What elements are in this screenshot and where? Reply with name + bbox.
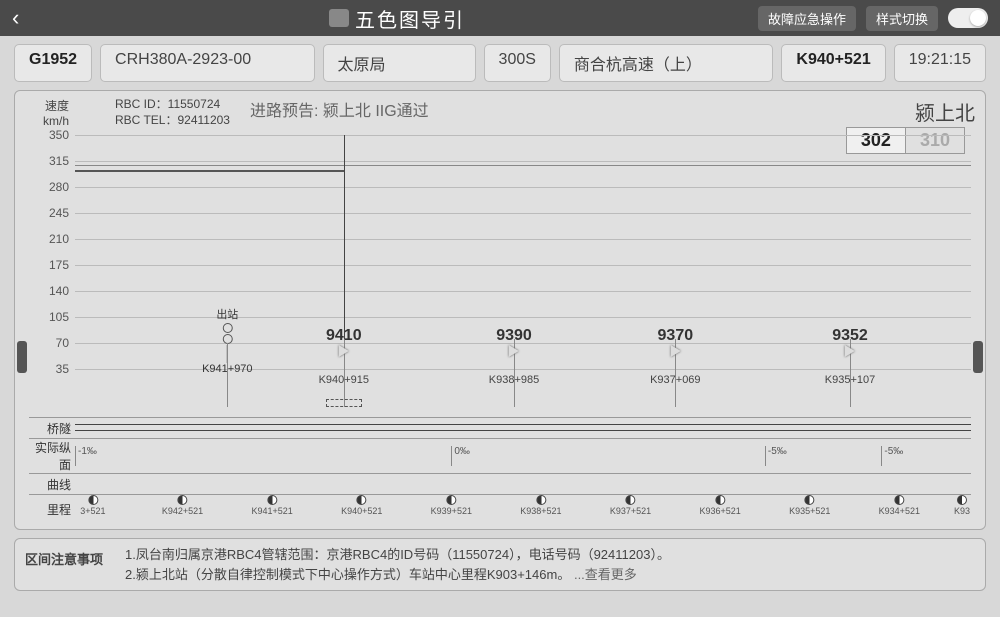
y-tick: 105 [29,310,69,324]
curve-row: 曲线 [29,473,971,494]
y-tick: 175 [29,258,69,272]
y-tick: 140 [29,284,69,298]
rbc-info: RBC ID：11550724 RBC TEL：92411203 [115,97,230,128]
mileage-row: 里程 3+521K942+521K941+521K940+521K939+521… [29,494,971,523]
y-tick: 350 [29,128,69,142]
note-line: 1.凤台南归属京港RBC4管辖范围：京港RBC4的ID号码（11550724），… [125,545,975,565]
block-signal: 9390K938+985 [489,327,539,386]
mileage-tick: K934+521 [879,495,920,516]
app-header: ‹ 五色图导引 故障应急操作 样式切换 [0,0,1000,36]
emergency-button[interactable]: 故障应急操作 [758,6,856,31]
time-pill: 19:21:15 [894,44,986,82]
y-tick: 35 [29,362,69,376]
bottom-rows: 桥隧 实际纵面 -1‰0‰-5‰-5‰ 曲线 里程 3+521K942+521K… [29,417,971,523]
notes-label: 区间注意事项 [25,545,125,584]
grade-segment: -5‰ [881,446,971,466]
y-tick: 210 [29,232,69,246]
speed-chart: 速度km/h RBC ID：11550724 RBC TEL：92411203 … [14,90,986,530]
unit-pill[interactable]: CRH380A-2923-00 [100,44,315,82]
style-switch-button[interactable]: 样式切换 [866,6,938,31]
block-signal: 9410K940+915 [319,327,369,386]
y-tick: 245 [29,206,69,220]
y-axis-label: 速度km/h [25,97,75,128]
mileage-tick: K938+521 [520,495,561,516]
speedclass-pill[interactable]: 300S [484,44,551,82]
guide-icon [329,9,349,27]
see-more-link[interactable]: ...查看更多 [574,567,637,582]
mileage-tick: K942+521 [162,495,203,516]
mileage-tick: K941+521 [251,495,292,516]
profile-row: 实际纵面 -1‰0‰-5‰-5‰ [29,438,971,473]
grade-segment: -1‰ [75,446,451,466]
mileage-tick: K93 [954,495,970,516]
train-no-pill[interactable]: G1952 [14,44,92,82]
page-title: 五色图导引 [36,4,758,33]
grade-segment: 0‰ [451,446,765,466]
plot-area: 3503152802452101751401057035出站K941+97094… [75,135,971,395]
mileage-tick: K936+521 [699,495,740,516]
note-line: 2.颍上北站（分散自律控制模式下中心操作方式）车站中心里程K903+146m。 … [125,565,975,585]
mileage-tick: 3+521 [80,495,105,516]
toggle-switch[interactable] [948,8,988,28]
block-signal: 9370K937+069 [650,327,700,386]
next-station: 颍上北 [915,97,975,126]
route-forecast: 进路预告: 颍上北 IIG通过 [250,97,429,121]
mileage-tick: K935+521 [789,495,830,516]
section-notes: 区间注意事项 1.凤台南归属京港RBC4管辖范围：京港RBC4的ID号码（115… [14,538,986,591]
mileage-tick: K939+521 [431,495,472,516]
grade-segment: -5‰ [765,446,881,466]
back-button[interactable]: ‹ [12,5,36,31]
kpost-pill[interactable]: K940+521 [781,44,885,82]
right-handle[interactable] [973,341,983,373]
info-bar: G1952 CRH380A-2923-00 太原局 300S 商合杭高速（上） … [0,36,1000,90]
y-tick: 280 [29,180,69,194]
y-tick: 70 [29,336,69,350]
bridge-row: 桥隧 [29,417,971,438]
mileage-tick: K937+521 [610,495,651,516]
left-handle[interactable] [17,341,27,373]
y-tick: 315 [29,154,69,168]
bureau-pill[interactable]: 太原局 [323,44,476,82]
mileage-tick: K940+521 [341,495,382,516]
block-signal: 9352K935+107 [825,327,875,386]
line-pill[interactable]: 商合杭高速（上） [559,44,774,82]
